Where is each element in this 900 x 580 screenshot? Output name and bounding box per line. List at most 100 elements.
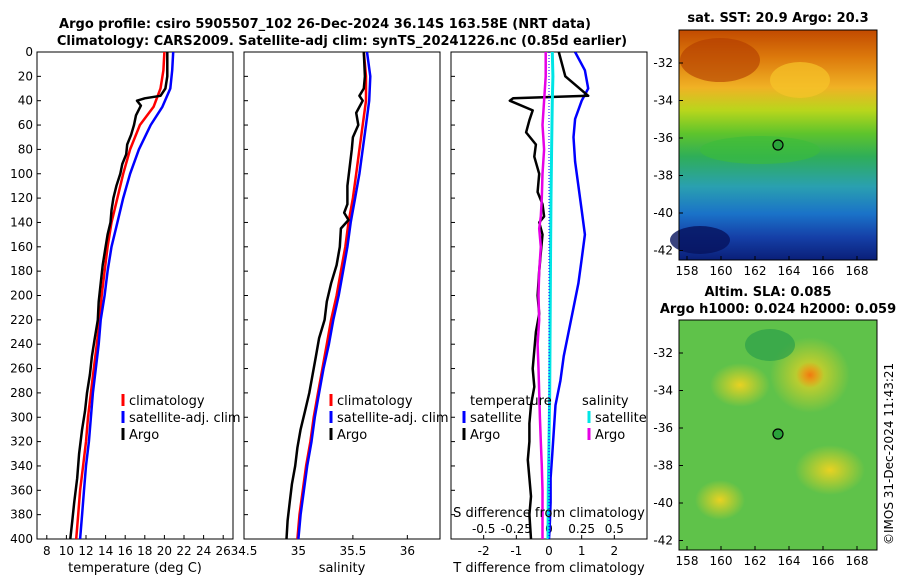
s-tick-label: 0.25 xyxy=(568,522,595,536)
x-tick-label: 1 xyxy=(578,544,586,558)
lat-tick-label: -36 xyxy=(653,421,673,435)
y-tick-label: 160 xyxy=(10,240,33,254)
lon-tick-label: 164 xyxy=(778,554,801,568)
legend-label-satellite: satellite-adj. clim xyxy=(337,411,449,426)
y-tick-label: 300 xyxy=(10,410,33,424)
difference-xlabel2: S difference from climatology xyxy=(453,506,645,521)
y-tick-label: 100 xyxy=(10,167,33,181)
x-tick-label: 22 xyxy=(176,544,191,558)
legend-label-climatology: climatology xyxy=(129,394,205,409)
lat-tick-label: -36 xyxy=(653,131,673,145)
legend-label-t-satellite: satellite xyxy=(470,411,522,426)
x-tick-label: -2 xyxy=(478,544,490,558)
lat-tick-label: -42 xyxy=(653,534,673,548)
lon-tick-label: 160 xyxy=(710,554,733,568)
s-tick-label: -0.25 xyxy=(501,522,532,536)
y-tick-label: 280 xyxy=(10,386,33,400)
s-tick-label: -0.5 xyxy=(472,522,495,536)
difference-xlabel: T difference from climatology xyxy=(452,561,645,576)
y-tick-label: 320 xyxy=(10,435,33,449)
series-line-temperature-satellite xyxy=(547,52,590,539)
sla-eddy xyxy=(710,363,770,407)
x-tick-label: 14 xyxy=(98,544,113,558)
legend-label-climatology: climatology xyxy=(337,394,413,409)
y-tick-label: 60 xyxy=(18,118,33,132)
salinity-axes xyxy=(243,51,441,540)
sla-map xyxy=(678,319,878,551)
x-tick-label: -1 xyxy=(510,544,522,558)
chart-title-line2: Climatology: CARS2009. Satellite-adj cli… xyxy=(57,34,627,49)
x-tick-label: 10 xyxy=(59,544,74,558)
series-line-salinity-argo xyxy=(536,52,547,539)
salinity-legend: climatology satellite-adj. clim Argo xyxy=(329,394,449,443)
sla-map-title1: Altim. SLA: 0.085 xyxy=(705,285,832,300)
x-tick-label: 34.5 xyxy=(231,544,258,558)
y-tick-label: 380 xyxy=(10,508,33,522)
temperature-xlabel: temperature (deg C) xyxy=(68,561,202,576)
temperature-legend: climatology satellite-adj. clim Argo xyxy=(121,394,241,443)
x-tick-label: 20 xyxy=(157,544,172,558)
lat-tick-label: -34 xyxy=(653,384,673,398)
y-tick-label: 0 xyxy=(25,45,33,59)
lon-tick-label: 158 xyxy=(676,264,699,278)
lat-tick-label: -34 xyxy=(653,94,673,108)
y-tick-label: 80 xyxy=(18,142,33,156)
lon-tick-label: 168 xyxy=(846,264,869,278)
x-tick-label: 35 xyxy=(291,544,306,558)
x-tick-label: 24 xyxy=(196,544,211,558)
lat-tick-label: -40 xyxy=(653,206,673,220)
lon-tick-label: 162 xyxy=(744,264,767,278)
x-tick-label: 16 xyxy=(118,544,133,558)
sla-map-title2: Argo h1000: 0.024 h2000: 0.059 xyxy=(660,302,896,317)
legend-label-s-satellite: satellite xyxy=(595,411,647,426)
legend-label-t-argo: Argo xyxy=(470,428,500,443)
y-tick-label: 180 xyxy=(10,264,33,278)
sst-cold-patch xyxy=(670,226,730,254)
lon-tick-label: 160 xyxy=(710,264,733,278)
x-tick-label: 26 xyxy=(216,544,231,558)
sst-map xyxy=(670,29,878,261)
x-tick-label: 8 xyxy=(43,544,51,558)
sla-eddy xyxy=(795,445,865,495)
sla-frame xyxy=(678,319,878,551)
y-tick-label: 20 xyxy=(18,69,33,83)
legend-label-satellite: satellite-adj. clim xyxy=(129,411,241,426)
lon-tick-label: 166 xyxy=(812,554,835,568)
legend-label-argo: Argo xyxy=(129,428,159,443)
y-tick-label: 240 xyxy=(10,337,33,351)
sla-low-anomaly xyxy=(745,329,795,361)
y-tick-label: 40 xyxy=(18,94,33,108)
credit-text: ©IMOS 31-Dec-2024 11:43:21 xyxy=(882,363,896,545)
series-line-climatology xyxy=(74,52,166,539)
lon-tick-label: 158 xyxy=(676,554,699,568)
y-tick-label: 340 xyxy=(10,459,33,473)
difference-legend: temperature salinity satellite Argo sate… xyxy=(462,394,647,443)
legend-label-argo: Argo xyxy=(337,428,367,443)
series-line-argo xyxy=(285,52,367,539)
s-tick-label: 0.5 xyxy=(605,522,624,536)
legend-header-salinity: salinity xyxy=(582,394,629,409)
x-tick-label: 2 xyxy=(611,544,619,558)
y-tick-label: 140 xyxy=(10,215,33,229)
sst-frame xyxy=(678,29,878,261)
legend-header-temperature: temperature xyxy=(470,394,552,409)
sla-peak xyxy=(796,362,824,388)
y-tick-label: 400 xyxy=(10,532,33,546)
series-line-salinity-satellite xyxy=(546,52,555,539)
lat-tick-label: -38 xyxy=(653,459,673,473)
x-tick-label: 36 xyxy=(400,544,415,558)
y-tick-label: 200 xyxy=(10,289,33,303)
series-line-satellite-adj-clim xyxy=(78,52,175,539)
x-tick-label: 18 xyxy=(137,544,152,558)
x-tick-label: 35.5 xyxy=(340,544,367,558)
y-tick-label: 260 xyxy=(10,362,33,376)
argo-location-marker xyxy=(772,139,784,151)
lat-tick-label: -32 xyxy=(653,346,673,360)
lon-tick-label: 168 xyxy=(846,554,869,568)
sst-front xyxy=(700,136,820,164)
chart-title-line1: Argo profile: csiro 5905507_102 26-Dec-2… xyxy=(59,17,591,32)
lon-tick-label: 166 xyxy=(812,264,835,278)
x-tick-label: 12 xyxy=(78,544,93,558)
x-tick-label: 0 xyxy=(545,544,553,558)
